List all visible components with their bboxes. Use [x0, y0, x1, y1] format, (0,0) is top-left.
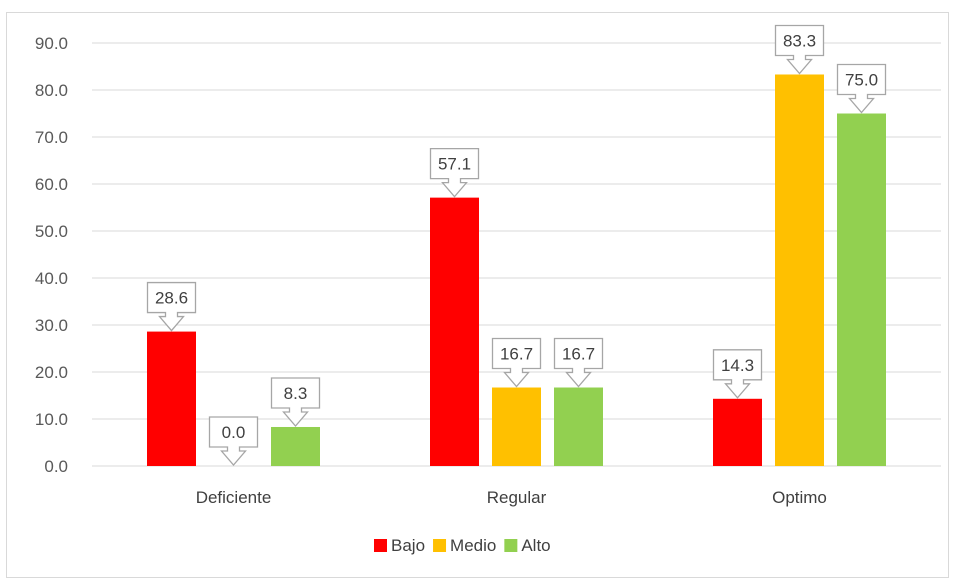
y-tick-label: 20.0 — [35, 363, 68, 382]
data-label-callout — [553, 337, 604, 388]
y-tick-label: 60.0 — [35, 175, 68, 194]
data-label: 0.0 — [222, 423, 246, 442]
y-tick-label: 10.0 — [35, 410, 68, 429]
y-tick-label: 70.0 — [35, 128, 68, 147]
y-tick-label: 30.0 — [35, 316, 68, 335]
data-label: 16.7 — [562, 345, 595, 364]
data-label-callout — [712, 349, 763, 399]
y-axis-ticks: 0.0 10.0 20.0 30.0 40.0 50.0 60.0 70.0 80.0 90.0 — [35, 34, 68, 476]
data-label-callout — [146, 281, 197, 332]
legend-label-alto: Alto — [521, 536, 550, 555]
y-tick-label: 80.0 — [35, 81, 68, 100]
legend-swatch-alto — [504, 539, 518, 552]
data-label-callout — [208, 416, 259, 466]
bar-medio-optimo — [775, 74, 824, 467]
legend-label-bajo: Bajo — [391, 536, 425, 555]
data-label: 83.3 — [783, 31, 816, 50]
legend-label-medio: Medio — [450, 536, 496, 555]
y-tick-label: 40.0 — [35, 269, 68, 288]
y-tick-label: 50.0 — [35, 222, 68, 241]
data-label: 57.1 — [438, 155, 471, 174]
bar-bajo-optimo — [713, 398, 762, 466]
data-label: 14.3 — [721, 356, 754, 375]
legend-swatch-bajo — [374, 539, 387, 552]
data-label: 28.6 — [155, 289, 188, 308]
data-label: 75.0 — [845, 71, 878, 90]
bar-bajo-regular — [430, 197, 479, 466]
bar-alto-optimo — [837, 113, 886, 466]
data-label-callout — [774, 24, 825, 75]
x-category-label: Optimo — [772, 488, 827, 507]
data-label: 8.3 — [284, 384, 308, 403]
x-category-label: Deficiente — [196, 488, 272, 507]
x-axis-categories: Deficiente Regular Optimo — [196, 488, 827, 507]
x-category-label: Regular — [487, 488, 547, 507]
data-labels: 28.6 0.0 8.3 57.1 16.7 16.7 14.3 83.3 75.0 — [146, 24, 887, 466]
bar-bajo-deficiente — [147, 331, 196, 466]
bar-alto-deficiente — [271, 426, 320, 466]
y-tick-label: 0.0 — [44, 457, 68, 476]
data-label: 16.7 — [500, 345, 533, 364]
y-tick-label: 90.0 — [35, 34, 68, 53]
data-label-callout — [491, 337, 542, 388]
legend: Bajo Medio Alto — [374, 536, 551, 555]
bar-medio-regular — [492, 387, 541, 466]
data-label-callout — [836, 63, 887, 114]
bars — [147, 74, 886, 467]
data-label-callout — [429, 147, 480, 198]
legend-swatch-medio — [433, 539, 447, 552]
data-label-callout — [270, 377, 321, 427]
bar-alto-regular — [554, 387, 603, 466]
